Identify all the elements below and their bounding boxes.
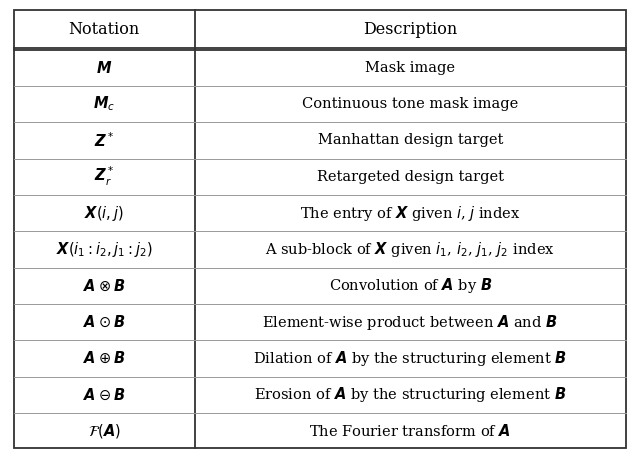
Text: Notation: Notation xyxy=(68,21,140,38)
Text: Convolution of $\boldsymbol{A}$ by $\boldsymbol{B}$: Convolution of $\boldsymbol{A}$ by $\bol… xyxy=(328,276,492,295)
Text: $\boldsymbol{Z}_r^*$: $\boldsymbol{Z}_r^*$ xyxy=(94,165,115,188)
Text: $\boldsymbol{A} \oplus \boldsymbol{B}$: $\boldsymbol{A} \oplus \boldsymbol{B}$ xyxy=(83,351,125,366)
Text: Mask image: Mask image xyxy=(365,60,455,75)
Text: $\boldsymbol{M}$: $\boldsymbol{M}$ xyxy=(96,60,113,76)
Text: $\boldsymbol{A} \odot \boldsymbol{B}$: $\boldsymbol{A} \odot \boldsymbol{B}$ xyxy=(83,315,125,330)
Text: The entry of $\boldsymbol{X}$ given $i$, $j$ index: The entry of $\boldsymbol{X}$ given $i$,… xyxy=(300,204,520,223)
Text: Element-wise product between $\boldsymbol{A}$ and $\boldsymbol{B}$: Element-wise product between $\boldsymbo… xyxy=(262,313,558,332)
Text: The Fourier transform of $\boldsymbol{A}$: The Fourier transform of $\boldsymbol{A}… xyxy=(309,423,511,439)
Text: $\boldsymbol{M}_c$: $\boldsymbol{M}_c$ xyxy=(93,95,115,114)
Text: $\boldsymbol{A} \otimes \boldsymbol{B}$: $\boldsymbol{A} \otimes \boldsymbol{B}$ xyxy=(83,278,125,294)
Text: Erosion of $\boldsymbol{A}$ by the structuring element $\boldsymbol{B}$: Erosion of $\boldsymbol{A}$ by the struc… xyxy=(254,386,566,404)
Text: A sub-block of $\boldsymbol{X}$ given $i_1$, $i_2$, $j_1$, $j_2$ index: A sub-block of $\boldsymbol{X}$ given $i… xyxy=(266,240,555,259)
Text: $\mathcal{F}(\boldsymbol{A})$: $\mathcal{F}(\boldsymbol{A})$ xyxy=(88,422,121,440)
Text: $\boldsymbol{A} \ominus \boldsymbol{B}$: $\boldsymbol{A} \ominus \boldsymbol{B}$ xyxy=(83,387,125,403)
Text: Dilation of $\boldsymbol{A}$ by the structuring element $\boldsymbol{B}$: Dilation of $\boldsymbol{A}$ by the stru… xyxy=(253,349,567,368)
Text: Description: Description xyxy=(363,21,458,38)
Text: $\boldsymbol{X}(i, j)$: $\boldsymbol{X}(i, j)$ xyxy=(84,204,124,223)
Text: Retargeted design target: Retargeted design target xyxy=(317,170,504,184)
Text: $\boldsymbol{X}(i_1 : i_2, j_1 : j_2)$: $\boldsymbol{X}(i_1 : i_2, j_1 : j_2)$ xyxy=(56,240,153,259)
Text: Continuous tone mask image: Continuous tone mask image xyxy=(302,97,518,111)
Text: Manhattan design target: Manhattan design target xyxy=(317,133,503,147)
Text: $\boldsymbol{Z}^*$: $\boldsymbol{Z}^*$ xyxy=(94,131,115,150)
